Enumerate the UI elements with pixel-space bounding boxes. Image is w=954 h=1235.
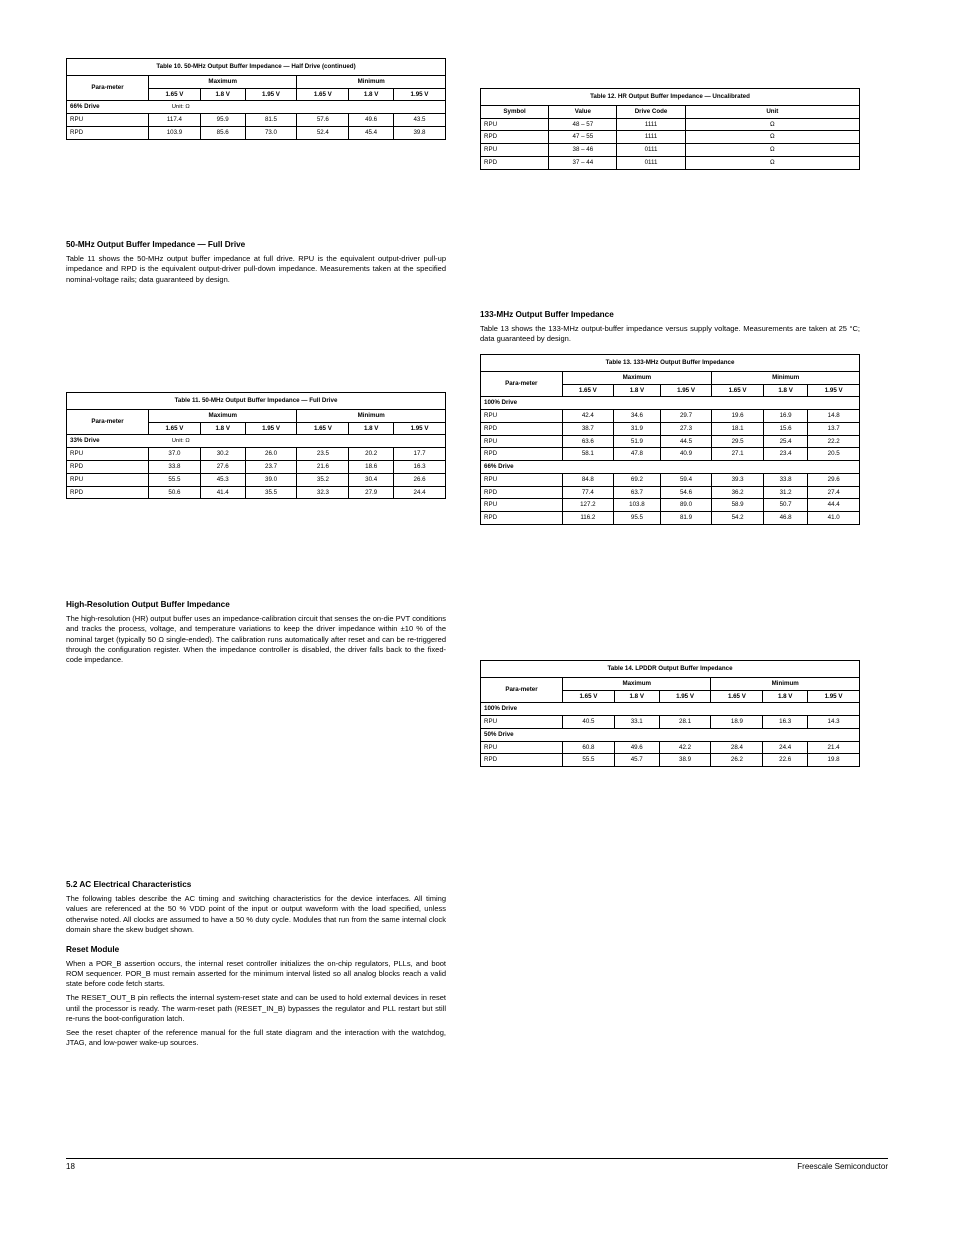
table-10-h-sub: 1.8 V [200, 88, 245, 101]
table-14-h-sub: 1.65 V [563, 690, 615, 703]
table-11-h-max: Maximum [149, 409, 297, 422]
table-11-h-sub: 1.65 V [297, 422, 349, 435]
table-row: RPD 38.731.927.3 18.115.613.7 [481, 422, 860, 435]
table-10-h-min: Minimum [297, 75, 446, 88]
table-row: RPU 40.533.128.1 18.916.314.3 [481, 716, 860, 729]
section-hr-text: The high-resolution (HR) output buffer u… [66, 614, 446, 665]
table-14-h-sub: 1.95 V [808, 690, 860, 703]
footer-rule [66, 1158, 888, 1159]
section-133-text: Table 13 shows the 133-MHz output-buffer… [480, 324, 860, 344]
table-10: Table 10. 50-MHz Output Buffer Impedance… [66, 58, 446, 140]
table-11-unit: Unit: Ω [172, 438, 190, 444]
table-12-h: Drive Code [617, 105, 685, 118]
table-row: RPD 37 – 44 0111 Ω [481, 156, 860, 169]
table-10-group: 66% Drive Unit: Ω [67, 101, 446, 114]
table-11-title: Table 11. 50-MHz Output Buffer Impedance… [67, 393, 446, 410]
table-14-title: Table 14. LPDDR Output Buffer Impedance [481, 661, 860, 678]
table-13-h-sub: 1.8 V [763, 384, 807, 397]
table-row: RPU 127.2103.889.0 58.950.744.4 [481, 499, 860, 512]
table-12-title: Table 12. HR Output Buffer Impedance — U… [481, 89, 860, 106]
table-14-h-sub: 1.95 V [659, 690, 711, 703]
table-12-h: Symbol [481, 105, 549, 118]
table-11-h-sub: 1.95 V [245, 422, 297, 435]
table-13-h-max: Maximum [562, 371, 712, 384]
table-13-h-sub: 1.65 V [562, 384, 614, 397]
table-10-h-param: Para-meter [67, 75, 149, 101]
section-reset-p3: See the reset chapter of the reference m… [66, 1028, 446, 1048]
table-row: RPU 55.545.339.0 35.230.426.6 [67, 473, 446, 486]
table-row: RPD 55.545.738.9 26.222.619.8 [481, 754, 860, 767]
table-row: RPU 60.849.642.2 28.424.421.4 [481, 741, 860, 754]
section-133-title: 133-MHz Output Buffer Impedance [480, 310, 860, 320]
table-11: Table 11. 50-MHz Output Buffer Impedance… [66, 392, 446, 499]
table-13-h-sub: 1.95 V [660, 384, 712, 397]
table-13-h-sub: 1.8 V [614, 384, 661, 397]
table-10-h-sub: 1.95 V [393, 88, 445, 101]
table-row: RPD 116.295.581.9 54.246.841.0 [481, 512, 860, 525]
section-ac-title: 5.2 AC Electrical Characteristics [66, 880, 446, 890]
table-row: RPU 117.495.981.5 57.649.643.5 [67, 114, 446, 127]
table-13: Table 13. 133-MHz Output Buffer Impedanc… [480, 354, 860, 525]
table-14-group1: 100% Drive [481, 703, 860, 716]
table-row: RPU 63.651.944.5 29.525.422.2 [481, 435, 860, 448]
table-11-h-param: Para-meter [67, 409, 149, 435]
section-reset-p1: When a POR_B assertion occurs, the inter… [66, 959, 446, 989]
table-14-h-min: Minimum [711, 677, 860, 690]
table-14-h-sub: 1.8 V [614, 690, 659, 703]
table-row: RPD 58.147.840.9 27.123.420.5 [481, 448, 860, 461]
table-10-unit: Unit: Ω [172, 104, 190, 110]
section-50mhz-full-title: 50-MHz Output Buffer Impedance — Full Dr… [66, 240, 446, 250]
table-row: RPU 37.030.226.0 23.520.217.7 [67, 448, 446, 461]
table-14-h-sub: 1.65 V [711, 690, 763, 703]
table-row: RPU 84.869.259.4 39.333.829.6 [481, 473, 860, 486]
table-14-h-param: Para-meter [481, 677, 563, 703]
table-11-h-min: Minimum [297, 409, 446, 422]
section-reset-title: Reset Module [66, 945, 446, 955]
table-14-h-max: Maximum [563, 677, 711, 690]
table-row: RPD 77.463.754.6 36.231.227.4 [481, 486, 860, 499]
table-13-h-min: Minimum [712, 371, 860, 384]
table-10-title: Table 10. 50-MHz Output Buffer Impedance… [67, 59, 446, 76]
table-11-h-sub: 1.65 V [149, 422, 201, 435]
table-10-group-label: 66% Drive [70, 103, 100, 110]
table-row: RPU 38 – 46 0111 Ω [481, 144, 860, 157]
table-10-h-sub: 1.8 V [349, 88, 394, 101]
table-11-group: 33% Drive Unit: Ω [67, 435, 446, 448]
table-12-h: Value [549, 105, 617, 118]
table-11-group-label: 33% Drive [70, 437, 100, 444]
section-reset-p2: The RESET_OUT_B pin reflects the interna… [66, 993, 446, 1023]
table-row: RPD 50.641.435.5 32.327.924.4 [67, 486, 446, 499]
table-10-h-sub: 1.65 V [297, 88, 349, 101]
table-10-h-sub: 1.95 V [245, 88, 297, 101]
table-13-title: Table 13. 133-MHz Output Buffer Impedanc… [481, 355, 860, 372]
table-11-h-sub: 1.95 V [394, 422, 446, 435]
table-13-h-sub: 1.65 V [712, 384, 764, 397]
table-13-group1: 100% Drive [481, 397, 860, 410]
table-14: Table 14. LPDDR Output Buffer Impedance … [480, 660, 860, 767]
table-11-h-sub: 1.8 V [349, 422, 394, 435]
section-hr-title: High-Resolution Output Buffer Impedance [66, 600, 446, 610]
table-12-h: Unit [685, 105, 859, 118]
table-14-h-sub: 1.8 V [763, 690, 808, 703]
table-14-group2: 50% Drive [481, 728, 860, 741]
footer-company: Freescale Semiconductor [797, 1162, 888, 1171]
table-row: RPU 48 – 57 1111 Ω [481, 118, 860, 131]
table-13-h-param: Para-meter [481, 371, 563, 397]
table-row: RPD 47 – 55 1111 Ω [481, 131, 860, 144]
table-12: Table 12. HR Output Buffer Impedance — U… [480, 88, 860, 170]
table-row: RPU 42.434.629.7 19.616.914.8 [481, 410, 860, 423]
table-13-group2: 66% Drive [481, 461, 860, 474]
table-11-h-sub: 1.8 V [200, 422, 245, 435]
footer-page-number: 18 [66, 1162, 75, 1171]
section-50mhz-full-text: Table 11 shows the 50-MHz output buffer … [66, 254, 446, 284]
section-ac-text: The following tables describe the AC tim… [66, 894, 446, 935]
table-13-h-sub: 1.95 V [808, 384, 860, 397]
table-row: RPD 103.985.673.0 52.445.439.8 [67, 127, 446, 140]
table-10-h-max: Maximum [149, 75, 297, 88]
table-row: RPD 33.827.623.7 21.618.616.3 [67, 461, 446, 474]
table-10-h-sub: 1.65 V [149, 88, 201, 101]
